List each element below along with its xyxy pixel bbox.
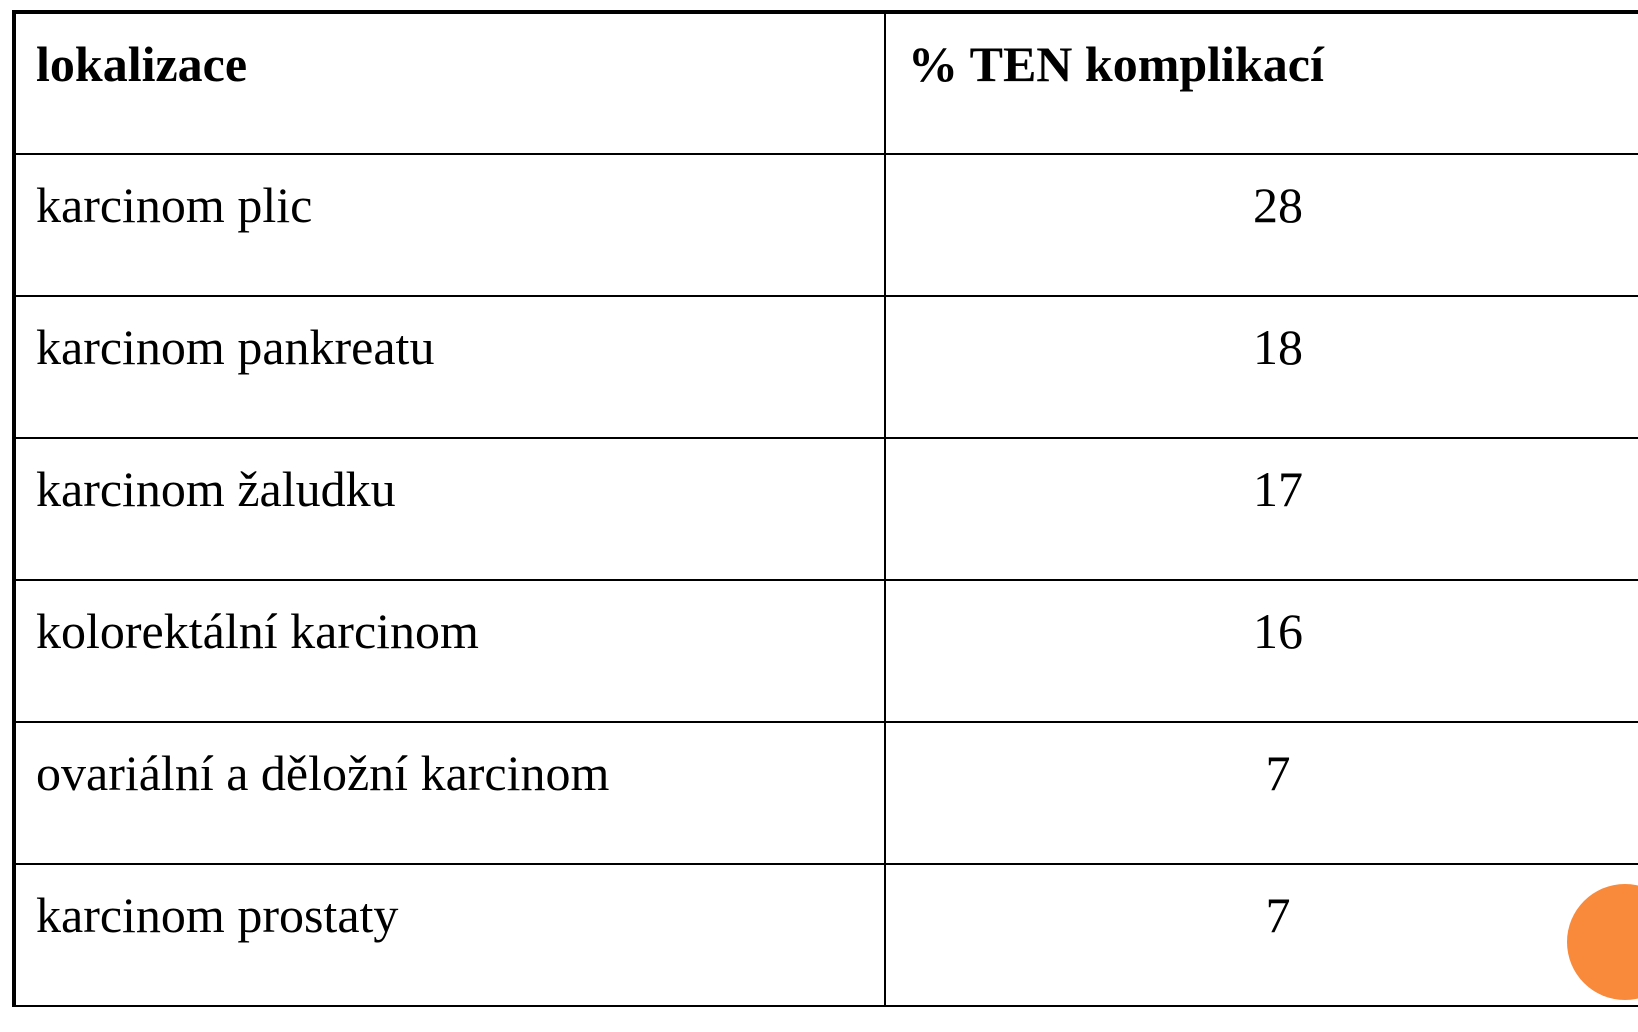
- percent-cell: 7: [884, 863, 1638, 1007]
- table-row: ovariální a děložní karcinom 7: [13, 721, 1638, 865]
- header-cell: lokalizace: [13, 11, 886, 155]
- table-body: lokalizace% TEN komplikací karcinom plic 2…: [13, 11, 1638, 1007]
- table-row: kolorektální karcinom 16: [13, 579, 1638, 723]
- table-row: karcinom prostaty 7: [13, 863, 1638, 1007]
- table-row: karcinom žaludku 17: [13, 437, 1638, 581]
- location-cell: karcinom prostaty: [13, 863, 886, 1007]
- header-row: lokalizace% TEN komplikací: [13, 11, 1638, 155]
- location-cell: karcinom žaludku: [13, 437, 886, 581]
- table-row: karcinom pankreatu 18: [13, 295, 1638, 439]
- data-table: lokalizace% TEN komplikací karcinom plic 2…: [12, 10, 1638, 1007]
- location-cell: karcinom pankreatu: [13, 295, 886, 439]
- percent-cell: 17: [884, 437, 1638, 581]
- location-cell: ovariální a děložní karcinom: [13, 721, 886, 865]
- percent-cell: 28: [884, 153, 1638, 297]
- percent-cell: 7: [884, 721, 1638, 865]
- table-row: karcinom plic 28: [13, 153, 1638, 297]
- location-cell: kolorektální karcinom: [13, 579, 886, 723]
- header-cell: % TEN komplikací: [884, 11, 1638, 155]
- location-cell: karcinom plic: [13, 153, 886, 297]
- percent-cell: 16: [884, 579, 1638, 723]
- percent-cell: 18: [884, 295, 1638, 439]
